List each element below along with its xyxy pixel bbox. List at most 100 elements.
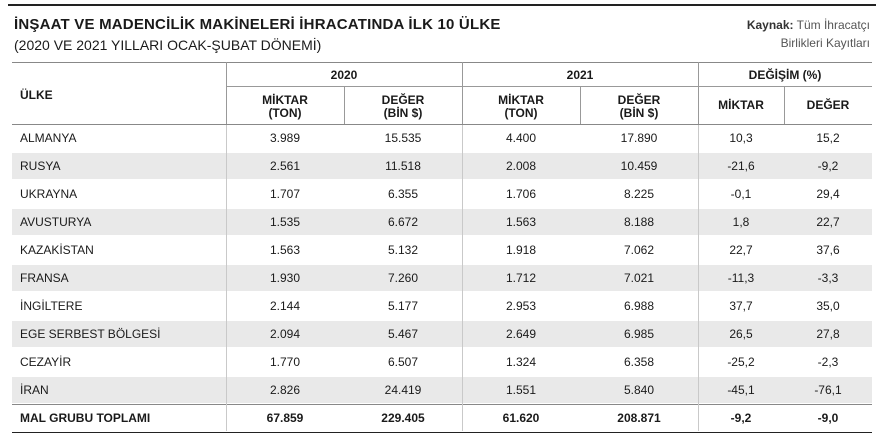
qty-2020-cell: 2.561 [269, 159, 301, 173]
column-divider [462, 62, 463, 124]
value-2020-cell: 5.467 [387, 327, 419, 341]
value-2020-cell: 5.132 [387, 243, 419, 257]
qty-2021-cell: 1.324 [505, 355, 537, 369]
value-2021-cell: 6.985 [623, 327, 655, 341]
table-row: İNGİLTERE 2.144 5.177 2.953 6.988 37,7 3… [12, 293, 872, 319]
change-value-cell: 37,6 [816, 243, 840, 257]
change-value-cell: -3,3 [817, 271, 839, 285]
table-row: KAZAKİSTAN 1.563 5.132 1.918 7.062 22,7 … [12, 237, 872, 263]
year-2021-header: 2021 [566, 68, 594, 82]
qty-2021-cell: 1.706 [505, 187, 537, 201]
qty-2021-cell: 2.953 [505, 299, 537, 313]
qty-2020-cell: 2.144 [269, 299, 301, 313]
value-2020-cell: 6.672 [387, 215, 419, 229]
change-value-cell: -2,3 [817, 355, 839, 369]
table-row: UKRAYNA 1.707 6.355 1.706 8.225 -0,1 29,… [12, 181, 872, 207]
value-2020-cell: 15.535 [384, 131, 422, 145]
table-bottom-border [12, 432, 872, 433]
table-row: EGE SERBEST BÖLGESİ 2.094 5.467 2.649 6.… [12, 321, 872, 347]
total-qty-2021: 61.620 [502, 411, 540, 425]
change-qty-cell: -0,1 [730, 187, 752, 201]
country-cell: ALMANYA [20, 131, 77, 145]
column-divider [226, 62, 227, 124]
change-qty-cell: -25,2 [727, 355, 755, 369]
page-subtitle: (2020 VE 2021 YILLARI OCAK-ŞUBAT DÖNEMİ) [14, 37, 322, 53]
qty-2020-cell: 1.930 [269, 271, 301, 285]
country-cell: AVUSTURYA [20, 215, 92, 229]
value-2021-cell: 7.021 [623, 271, 655, 285]
subcolumn-divider [580, 86, 581, 124]
subcolumn-divider [344, 86, 345, 124]
value-2020-cell: 7.260 [387, 271, 419, 285]
value-2021-cell: 6.358 [623, 355, 655, 369]
year-2020-header: 2020 [330, 68, 358, 82]
qty-2020-cell: 1.535 [269, 215, 301, 229]
value-2020-cell: 11.518 [385, 159, 421, 173]
qty-2021-cell: 1.551 [505, 383, 537, 397]
country-cell: KAZAKİSTAN [20, 243, 94, 257]
change-value-cell: 35,0 [816, 299, 840, 313]
header-subrule [226, 86, 872, 87]
source-note: Kaynak: Tüm İhracatçı Birlikleri Kayıtla… [747, 16, 870, 52]
value-2020-cell: 24.419 [384, 383, 422, 397]
value-2021-cell: 7.062 [623, 243, 655, 257]
change-qty-cell: -11,3 [727, 271, 755, 285]
qty-2021-cell: 2.649 [505, 327, 537, 341]
source-label: Kaynak: [746, 18, 794, 32]
total-change-qty: -9,2 [730, 411, 752, 425]
total-qty-2020: 67.859 [266, 411, 304, 425]
top-rule [8, 4, 876, 6]
total-value-2021: 208.871 [617, 411, 661, 425]
table-row: AVUSTURYA 1.535 6.672 1.563 8.188 1,8 22… [12, 209, 872, 235]
change-value-cell: -76,1 [814, 383, 842, 397]
country-cell: İNGİLTERE [20, 299, 83, 313]
change-qty-header: MİKTAR [718, 98, 764, 112]
total-change-value: -9,0 [817, 411, 839, 425]
value-2021-cell: 17.890 [620, 131, 658, 145]
total-top-border [12, 404, 872, 405]
change-qty-cell: -21,6 [727, 159, 755, 173]
change-qty-cell: 1,8 [732, 215, 750, 229]
qty-2020-cell: 1.770 [269, 355, 301, 369]
change-value-cell: 22,7 [816, 215, 840, 229]
value-2021-header: DEĞER (BİN $) [617, 93, 661, 120]
table-row: İRAN 2.826 24.419 1.551 5.840 -45,1 -76,… [12, 377, 872, 403]
value-2021-cell: 8.225 [623, 187, 655, 201]
value-2021-cell: 6.988 [623, 299, 655, 313]
qty-2020-cell: 1.563 [269, 243, 301, 257]
value-2021-cell: 8.188 [623, 215, 655, 229]
table-row: ALMANYA 3.989 15.535 4.400 17.890 10,3 1… [12, 125, 872, 151]
value-2021-cell: 5.840 [623, 383, 655, 397]
value-2021-cell: 10.459 [620, 159, 658, 173]
country-cell: CEZAYİR [20, 355, 72, 369]
body-divider [698, 125, 699, 431]
country-cell: İRAN [20, 383, 49, 397]
change-header: DEĞİŞİM (%) [748, 68, 822, 82]
change-value-cell: 29,4 [816, 187, 840, 201]
qty-2020-cell: 2.094 [269, 327, 301, 341]
body-divider [226, 125, 227, 431]
body-divider [462, 125, 463, 431]
table-row: CEZAYİR 1.770 6.507 1.324 6.358 -25,2 -2… [12, 349, 872, 375]
value-2020-cell: 6.507 [387, 355, 419, 369]
qty-2021-cell: 4.400 [505, 131, 537, 145]
header-bottom-border [12, 124, 872, 125]
total-label: MAL GRUBU TOPLAMI [20, 411, 151, 425]
subcolumn-divider [784, 86, 785, 124]
country-header: ÜLKE [20, 88, 53, 102]
change-value-cell: -9,2 [817, 159, 839, 173]
qty-2021-cell: 1.918 [505, 243, 537, 257]
column-divider [698, 62, 699, 124]
change-qty-cell: 22,7 [729, 243, 753, 257]
country-cell: FRANSA [20, 271, 69, 285]
source-line1: Tüm İhracatçı [796, 18, 870, 32]
table-top-border [12, 62, 872, 63]
table-row: RUSYA 2.561 11.518 2.008 10.459 -21,6 -9… [12, 153, 872, 179]
qty-2021-cell: 2.008 [505, 159, 537, 173]
qty-2020-cell: 1.707 [269, 187, 301, 201]
change-value-header: DEĞER [806, 98, 850, 112]
page-title: İNŞAAT VE MADENCİLİK MAKİNELERİ İHRACATI… [14, 16, 501, 33]
change-qty-cell: 10,3 [729, 131, 753, 145]
qty-2020-cell: 3.989 [269, 131, 301, 145]
change-value-cell: 15,2 [816, 131, 840, 145]
